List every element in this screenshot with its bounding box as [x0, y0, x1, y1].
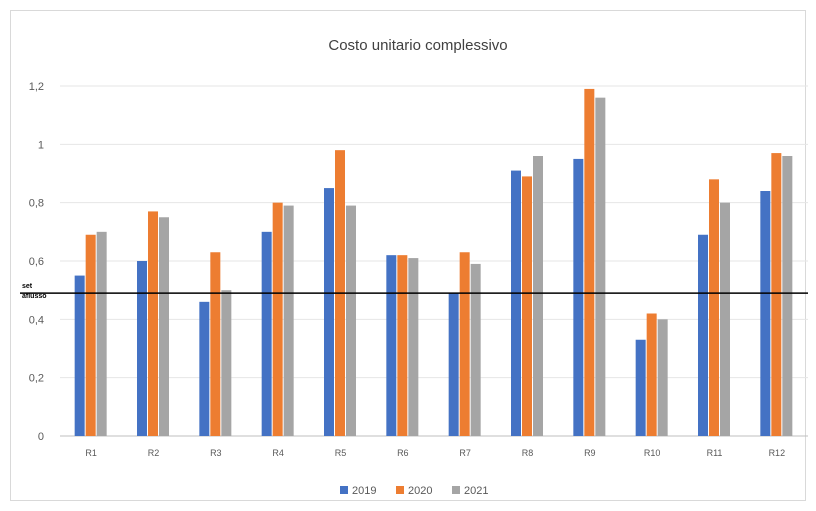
bar [646, 313, 657, 436]
bar [720, 202, 730, 436]
x-tick-label: R11 [707, 448, 723, 458]
x-tick-label: R9 [584, 448, 596, 458]
reference-line-label: aflusso [22, 293, 47, 300]
bar [771, 153, 782, 437]
bar [573, 158, 584, 436]
x-tick-label: R3 [210, 448, 222, 458]
bar [85, 234, 96, 436]
bar [96, 231, 107, 436]
bar [584, 88, 595, 437]
x-tick-label: R10 [644, 448, 661, 458]
gridlines [60, 85, 808, 437]
reference-line-label: set [22, 283, 33, 290]
legend-swatch [452, 486, 460, 494]
y-tick-label: 1 [38, 139, 44, 151]
bar [210, 252, 221, 436]
reference-line-group: set aflusso [20, 283, 808, 300]
chart-title: Costo unitario complessivo [328, 37, 507, 54]
bar [470, 263, 481, 436]
x-tick-label: R5 [335, 448, 347, 458]
bar [148, 211, 158, 436]
bar [657, 319, 668, 436]
bar [272, 202, 283, 436]
bar [159, 217, 169, 436]
y-tick-label: 0,2 [29, 373, 44, 385]
y-tick-label: 0,4 [29, 314, 44, 326]
x-tick-label: R1 [85, 448, 97, 458]
bar [782, 156, 793, 436]
y-tick-label: 0,6 [29, 256, 44, 268]
bar [221, 290, 232, 436]
legend-swatch [396, 486, 404, 494]
bar [283, 205, 294, 436]
bar [408, 258, 419, 436]
y-tick-label: 0,8 [29, 198, 44, 210]
bar [635, 339, 646, 436]
bar [511, 170, 521, 437]
x-tick-label: R8 [522, 448, 534, 458]
y-axis-tick-labels: 0 0,2 0,4 0,6 0,8 1 1,2 [29, 81, 44, 443]
bar [459, 252, 470, 436]
bar [533, 156, 543, 436]
bar [397, 255, 408, 436]
bar [74, 275, 85, 436]
bar [595, 97, 606, 437]
x-tick-label: R2 [148, 448, 160, 458]
bar [324, 188, 334, 436]
bar [709, 179, 719, 437]
x-tick-label: R6 [397, 448, 409, 458]
x-axis-tick-labels: R1 R2 R3 R4 R5 R6 R7 R8 R9 R10 R11 R12 [85, 448, 785, 458]
x-tick-label: R7 [459, 448, 471, 458]
legend: 2019 2020 2021 [340, 485, 488, 497]
legend-swatch [340, 486, 348, 494]
bar [261, 231, 272, 436]
bar [346, 205, 356, 436]
bar [448, 293, 459, 436]
y-tick-label: 1,2 [29, 81, 44, 93]
bar [386, 255, 397, 436]
x-tick-label: R12 [769, 448, 786, 458]
y-tick-label: 0 [38, 431, 44, 443]
legend-label: 2020 [408, 485, 432, 497]
bar [137, 261, 147, 436]
bar [199, 301, 210, 436]
x-tick-label: R4 [272, 448, 284, 458]
bar [522, 176, 532, 436]
bars [74, 88, 793, 437]
bar [760, 191, 771, 436]
legend-label: 2019 [352, 485, 376, 497]
bar [698, 234, 708, 436]
legend-label: 2021 [464, 485, 488, 497]
